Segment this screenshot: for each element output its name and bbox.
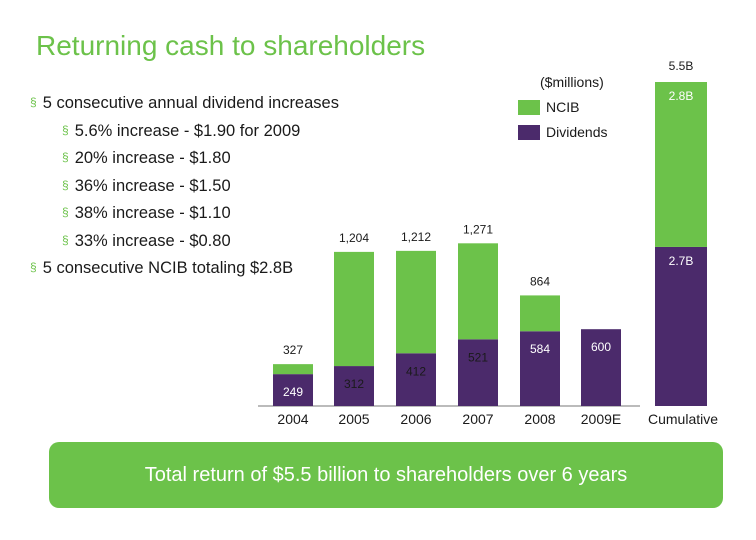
bar-dividends-2008 [520, 331, 560, 406]
x-tick-label: 2005 [338, 411, 369, 427]
bar-cumulative-dividends [655, 246, 707, 406]
x-tick-label: 2009E [581, 411, 621, 427]
bar-dividends-2009E [581, 329, 621, 406]
data-label-total: 1,271 [463, 222, 493, 236]
bullet-item: 36% increase - $1.50 [30, 173, 339, 201]
data-label-dividends: 584 [530, 342, 550, 356]
bar-cumulative-ncib [655, 82, 707, 247]
legend-swatch-ncib [518, 99, 540, 115]
bar-ncib-2004 [273, 364, 313, 375]
bar-dividends-2004 [273, 374, 313, 406]
data-label-cumulative-ncib: 2.8B [669, 89, 694, 103]
data-label-total: 864 [530, 274, 550, 288]
x-tick-label: 2004 [277, 411, 308, 427]
bar-ncib-2006 [396, 250, 436, 354]
bullet-item: 38% increase - $1.10 [30, 200, 339, 228]
unit-label: ($millions) [540, 74, 604, 90]
data-label-total: 327 [283, 343, 303, 357]
bar-dividends-2007 [458, 339, 498, 406]
bullet-item: 33% increase - $0.80 [30, 228, 339, 256]
bullet-item: 20% increase - $1.80 [30, 145, 339, 173]
data-label-dividends: 249 [283, 385, 303, 399]
data-label-cumulative-dividends: 2.7B [669, 254, 694, 268]
legend-swatch-dividends [518, 124, 540, 140]
data-label-total: 1,212 [401, 230, 431, 244]
x-tick-label: 2006 [400, 411, 431, 427]
bullet-item: 5 consecutive annual dividend increases [30, 90, 339, 118]
bar-dividends-2005 [334, 366, 374, 406]
data-label-dividends: 521 [468, 350, 488, 364]
x-tick-label: 2008 [524, 411, 555, 427]
legend-item-ncib: NCIB [518, 99, 579, 115]
bullet-item: 5 consecutive NCIB totaling $2.8B [30, 255, 339, 283]
data-label-dividends: 312 [344, 377, 364, 391]
legend-label-dividends: Dividends [546, 124, 608, 140]
data-label-dividends: 600 [591, 340, 611, 354]
bar-dividends-2006 [396, 353, 436, 406]
bar-ncib-2008 [520, 295, 560, 332]
legend-label-ncib: NCIB [546, 99, 580, 115]
bar-ncib-2007 [458, 243, 498, 340]
banner-text: Total return of $5.5 billion to sharehol… [144, 463, 628, 486]
page-title: Returning cash to shareholders [36, 30, 426, 61]
bullet-list: 5 consecutive annual dividend increases5… [30, 90, 339, 283]
bullet-item: 5.6% increase - $1.90 for 2009 [30, 118, 339, 146]
total-return-banner: Total return of $5.5 billion to sharehol… [49, 442, 723, 508]
data-label-total: 1,204 [339, 231, 369, 245]
legend-item-dividends: Dividends [518, 124, 607, 140]
x-tick-label-cumulative: Cumulative [648, 411, 718, 427]
bar-ncib-2005 [334, 251, 374, 367]
x-tick-label: 2007 [462, 411, 493, 427]
data-label-dividends: 412 [406, 364, 426, 378]
data-label-cumulative-total: 5.5B [669, 59, 694, 73]
